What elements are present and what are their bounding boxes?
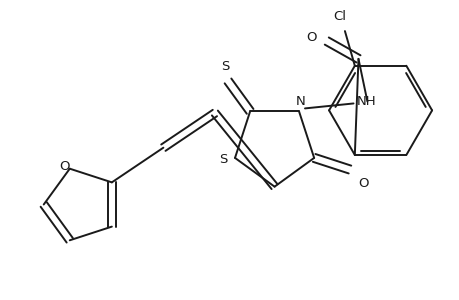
Text: S: S	[218, 153, 227, 167]
Text: Cl: Cl	[333, 10, 346, 23]
Text: O: O	[357, 178, 368, 190]
Text: O: O	[59, 160, 70, 173]
Text: S: S	[220, 60, 229, 73]
Text: N: N	[296, 95, 305, 108]
Text: NH: NH	[356, 95, 375, 108]
Text: O: O	[306, 31, 316, 44]
